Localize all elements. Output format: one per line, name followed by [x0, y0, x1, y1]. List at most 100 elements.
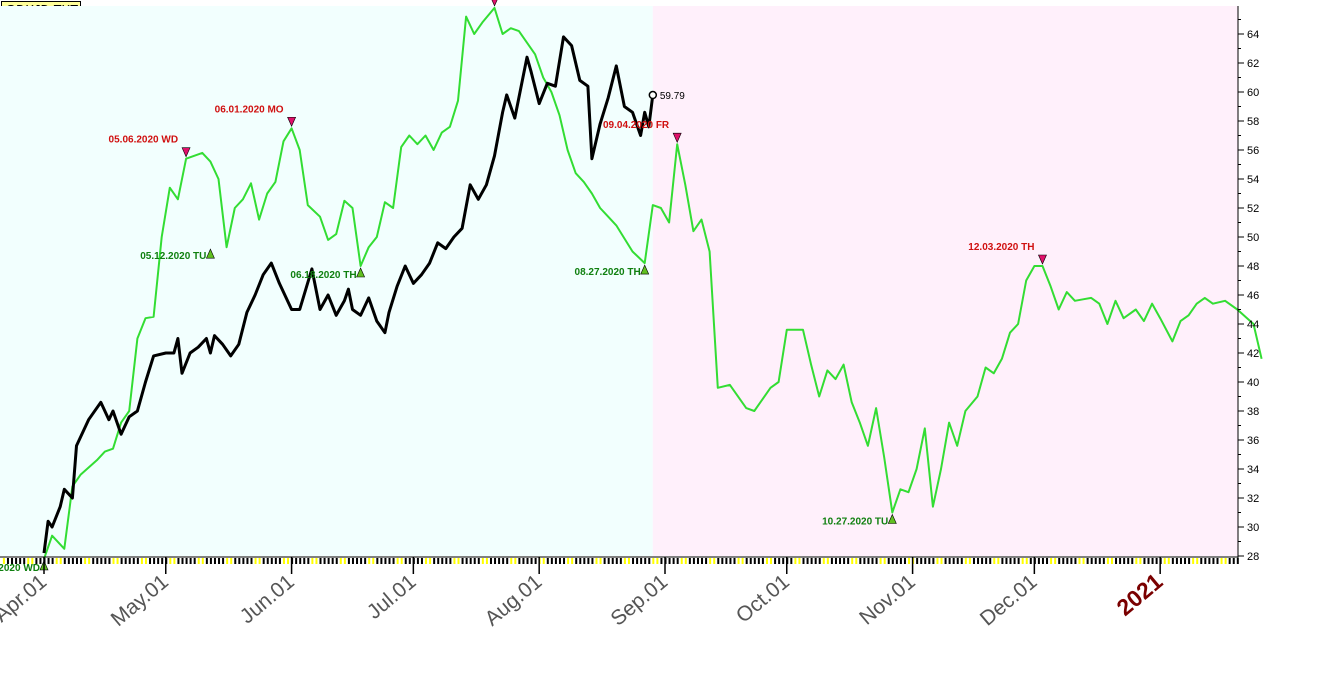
x-day-tick [408, 558, 411, 564]
x-day-tick [668, 558, 671, 564]
x-day-tick [209, 558, 212, 564]
x-day-tick [855, 558, 858, 564]
x-day-tick [1050, 558, 1053, 564]
x-day-tick [696, 558, 699, 564]
x-day-tick [112, 558, 115, 564]
x-day-tick [108, 558, 111, 564]
x-day-tick [47, 558, 50, 564]
x-day-tick [550, 558, 553, 564]
x-day-tick [246, 558, 249, 564]
x-day-tick [433, 558, 436, 564]
y-tick-label: 44 [1247, 319, 1259, 331]
x-day-tick [222, 558, 225, 564]
y-tick-label: 36 [1247, 435, 1259, 447]
x-day-tick [335, 558, 338, 564]
x-day-tick [648, 558, 651, 564]
x-day-tick [189, 558, 192, 564]
y-tick-label: 34 [1247, 464, 1259, 476]
x-day-tick [242, 558, 245, 564]
x-day-tick [619, 558, 622, 564]
x-day-tick [972, 558, 975, 564]
x-day-tick [761, 558, 764, 564]
x-day-tick [644, 558, 647, 564]
x-day-tick [1171, 558, 1174, 564]
x-day-tick [749, 558, 752, 564]
x-day-tick [660, 558, 663, 564]
x-day-tick [315, 558, 318, 564]
peak-marker-icon [491, 0, 498, 7]
x-day-tick [19, 558, 22, 564]
x-day-tick [1066, 558, 1069, 564]
x-day-tick [944, 558, 947, 564]
x-day-tick [465, 558, 468, 564]
x-day-tick [879, 558, 882, 564]
x-day-tick [640, 558, 643, 564]
x-day-tick [1074, 558, 1077, 564]
x-day-tick [104, 558, 107, 564]
x-day-tick [1115, 558, 1118, 564]
x-day-tick [1062, 558, 1065, 564]
x-day-tick [1094, 558, 1097, 564]
x-day-tick [453, 558, 456, 564]
x-day-tick [1212, 558, 1215, 564]
x-day-tick [1163, 558, 1166, 564]
x-day-tick [1188, 558, 1191, 564]
y-tick-label: 62 [1247, 58, 1259, 70]
x-day-tick [303, 558, 306, 564]
x-day-tick [416, 558, 419, 564]
y-tick-label: 48 [1247, 261, 1259, 273]
x-day-tick [688, 558, 691, 564]
x-day-tick [319, 558, 322, 564]
x-day-tick [67, 558, 70, 564]
x-day-tick [1017, 558, 1020, 564]
x-day-tick [140, 558, 143, 564]
series-line-0 [43, 6, 1263, 560]
x-day-tick [429, 558, 432, 564]
x-day-tick [875, 558, 878, 564]
x-day-tick [1232, 558, 1235, 564]
x-day-tick [282, 558, 285, 564]
x-day-tick [985, 558, 988, 564]
peak-marker-icon [181, 147, 191, 158]
peak-marker-icon [672, 132, 682, 143]
y-tick-label: 64 [1247, 29, 1259, 41]
x-day-tick [1110, 558, 1113, 564]
x-day-tick [1009, 558, 1012, 564]
x-day-tick [461, 558, 464, 564]
x-day-tick [1208, 558, 1211, 564]
x-day-tick [71, 558, 74, 564]
x-day-tick [489, 558, 492, 564]
x-day-tick [360, 558, 363, 564]
x-day-tick [798, 558, 801, 564]
x-day-tick [1123, 558, 1126, 564]
x-day-tick [968, 558, 971, 564]
x-day-tick [274, 558, 277, 564]
x-day-tick [960, 558, 963, 564]
x-day-tick [372, 558, 375, 564]
x-day-tick [445, 558, 448, 564]
x-day-tick [1082, 558, 1085, 564]
x-day-tick [420, 558, 423, 564]
x-day-tick [729, 558, 732, 564]
x-day-tick [161, 558, 164, 564]
x-day-tick [709, 558, 712, 564]
x-day-tick [339, 558, 342, 564]
x-day-tick [506, 558, 509, 564]
y-tick-label: 42 [1247, 348, 1259, 360]
x-day-tick [1236, 558, 1239, 564]
last-value-marker-icon [648, 90, 658, 100]
x-day-tick [1098, 558, 1101, 564]
x-day-tick [834, 558, 837, 564]
x-day-tick [331, 558, 334, 564]
x-day-tick [441, 558, 444, 564]
x-day-tick [899, 558, 902, 564]
x-day-tick [396, 558, 399, 564]
x-day-tick [632, 558, 635, 564]
x-day-tick [1001, 558, 1004, 564]
x-day-tick [55, 558, 58, 564]
x-day-tick [116, 558, 119, 564]
trough-label: 08.27.2020 TH [575, 267, 641, 278]
x-day-tick [920, 558, 923, 564]
x-day-tick [364, 558, 367, 564]
